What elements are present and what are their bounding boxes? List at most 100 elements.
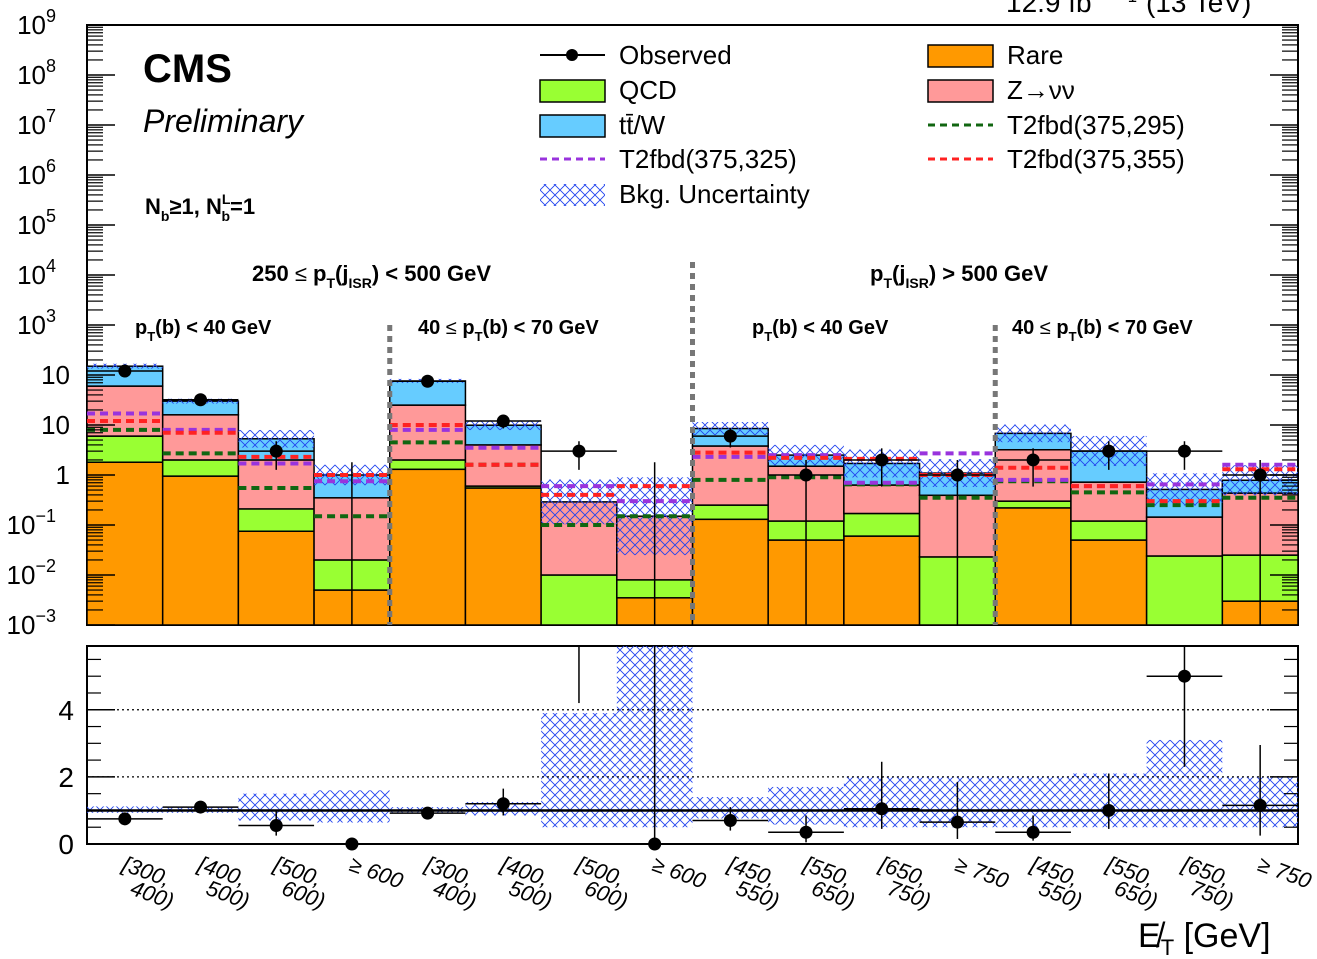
ratio-point-2 xyxy=(269,819,283,833)
znunu-bar-13 xyxy=(1070,481,1148,522)
selection-nbl-rest: =1 xyxy=(230,194,255,219)
lumi-exponent: -1 xyxy=(1122,0,1137,6)
observed-point-6 xyxy=(572,444,586,458)
observed-point-1 xyxy=(194,393,208,407)
y-tick-label-3: 106 xyxy=(17,156,56,190)
b-mid-2-t: T xyxy=(1069,329,1077,344)
znunu-bar-4 xyxy=(389,404,467,461)
x-axis-title: E̸T [GeV] xyxy=(1138,917,1271,959)
ratio-y-tick-label-2: 4 xyxy=(58,695,74,726)
x-tick-label-line2-9: 650) xyxy=(808,875,858,914)
isr-low-t: T xyxy=(326,275,335,291)
x-tick-label-line2-2: 600) xyxy=(279,875,329,914)
y-tick-label-exp-6: 3 xyxy=(46,306,56,326)
preliminary-label: Preliminary xyxy=(143,103,305,139)
y-tick-label-base-2: 10 xyxy=(17,110,46,140)
qcd-bar-1 xyxy=(161,459,240,477)
bkg-unc-band-12 xyxy=(995,424,1071,443)
legend-qcd-label: QCD xyxy=(619,75,677,105)
legend-observed-label: Observed xyxy=(619,40,732,70)
rare-bar-5 xyxy=(464,487,542,626)
legend-bkg-unc-swatch xyxy=(540,184,605,206)
rare-bar-10 xyxy=(843,535,921,626)
b-mid-1-mid: p xyxy=(457,317,475,339)
ratio-point-9 xyxy=(799,825,813,839)
lumi-label: 12.9 fb xyxy=(1006,0,1092,18)
isr-high-j: (j xyxy=(892,261,905,286)
y-tick-label-base-11: 10 xyxy=(7,560,36,590)
region-isr-high: pT(jISR) > 500 GeV xyxy=(870,261,1048,291)
b-mid-1-le: ≤ xyxy=(446,317,457,339)
ratio-point-7 xyxy=(648,837,662,851)
ratio-y-tick-label-0: 0 xyxy=(58,829,74,860)
region-b-mid-1: 40 ≤ pT(b) < 70 GeV xyxy=(418,317,599,344)
observed-point-2 xyxy=(269,444,283,458)
bkg-unc-band-2 xyxy=(238,429,315,448)
selection-label: Nb≥1, NL b=1 xyxy=(145,191,255,224)
y-tick-label-base-1: 10 xyxy=(17,60,46,90)
selection-nb: N xyxy=(145,194,161,219)
bkg-unc-band-9 xyxy=(768,444,844,466)
ratio-unc-band-6 xyxy=(541,713,617,828)
x-tick-label-3: ≥ 600 xyxy=(346,851,407,894)
znunu-bar-5 xyxy=(464,444,542,487)
y-tick-label-base-0: 10 xyxy=(17,10,46,40)
legend-ttw-swatch xyxy=(539,114,606,138)
y-tick-label-6: 103 xyxy=(17,306,56,340)
b-mid-2-pre: 40 xyxy=(1012,317,1040,339)
znunu-bar-0 xyxy=(86,385,164,437)
observed-point-4 xyxy=(421,374,435,388)
y-tick-label-base-7: 1 xyxy=(56,460,70,490)
isr-low-j: (j xyxy=(335,261,348,286)
x-tick-label-line2-8: 550) xyxy=(733,875,783,914)
legend: Observed QCD tt̄/W T2fbd(375,325) Bkg. U… xyxy=(539,40,1185,209)
selection-nb-rest: ≥1, N xyxy=(169,194,221,219)
x-tick-label-line2-5: 500) xyxy=(506,875,556,914)
energy-label: (13 TeV) xyxy=(1146,0,1251,18)
bkg-unc-band-8 xyxy=(692,422,769,436)
ratio-point-8 xyxy=(723,814,737,828)
observed-point-0 xyxy=(118,364,132,378)
isr-high-isr: ISR xyxy=(905,275,928,291)
ratio-point-5 xyxy=(496,797,510,811)
isr-low-isr: ISR xyxy=(348,275,371,291)
y-tick-label-0: 109 xyxy=(17,6,56,40)
y-tick-label-exp-5: 4 xyxy=(46,256,56,276)
observed-point-9 xyxy=(799,468,813,482)
b-low-1-t: T xyxy=(147,329,155,344)
y-tick-label-base-6: 10 xyxy=(17,310,46,340)
y-tick-label-base-9: 10 xyxy=(41,360,70,390)
observed-point-12 xyxy=(1026,453,1040,467)
x-tick-label-line2-10: 750) xyxy=(884,875,934,914)
region-b-low-2: pT(b) < 40 GeV xyxy=(752,317,889,344)
qcd-bar-13 xyxy=(1070,520,1148,541)
b-low-1-pre: p xyxy=(135,317,147,339)
ratio-point-1 xyxy=(194,800,208,814)
x-tick-label-line2-6: 600) xyxy=(581,875,631,914)
b-mid-2-post: (b) < 70 GeV xyxy=(1077,317,1194,339)
qcd-bar-4 xyxy=(389,459,467,471)
znunu-bar-1 xyxy=(161,414,240,461)
ratio-point-4 xyxy=(421,806,435,820)
znunu-bar-10 xyxy=(843,484,921,515)
y-tick-label-base-3: 10 xyxy=(17,160,46,190)
x-tick-label-line2-4: 400) xyxy=(430,875,480,914)
ratio-unc-band-3 xyxy=(314,790,390,823)
isr-low-mid: p xyxy=(307,261,327,286)
legend-znunu-label: Z→νν xyxy=(1007,75,1075,105)
znunu-bar-14 xyxy=(1145,516,1224,557)
isr-high-t: T xyxy=(883,275,892,291)
rare-bar-4 xyxy=(389,468,467,626)
qcd-bar-14 xyxy=(1145,555,1224,626)
legend-observed-marker xyxy=(566,49,578,61)
legend-t2-355-label: T2fbd(375,355) xyxy=(1007,144,1185,174)
x-tick-label-line2-14: 750) xyxy=(1187,875,1237,914)
b-mid-2-mid: p xyxy=(1051,317,1069,339)
region-isr-low: 250 ≤ pT(jISR) < 500 GeV xyxy=(252,261,491,291)
y-tick-label-11: 10−2 xyxy=(7,556,56,590)
b-mid-1-post: (b) < 70 GeV xyxy=(483,317,600,339)
legend-rare-swatch xyxy=(927,44,994,68)
isr-high-pre: p xyxy=(870,261,883,286)
